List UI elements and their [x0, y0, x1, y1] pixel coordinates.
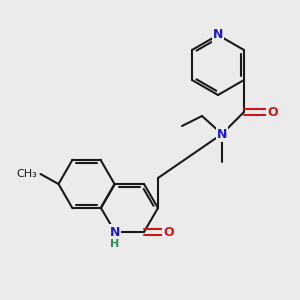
Text: O: O: [268, 106, 278, 118]
Text: N: N: [110, 226, 120, 238]
Text: N: N: [217, 128, 227, 140]
Text: O: O: [164, 226, 174, 238]
Text: N: N: [213, 28, 223, 41]
Text: H: H: [110, 239, 120, 249]
Text: CH₃: CH₃: [17, 169, 38, 179]
